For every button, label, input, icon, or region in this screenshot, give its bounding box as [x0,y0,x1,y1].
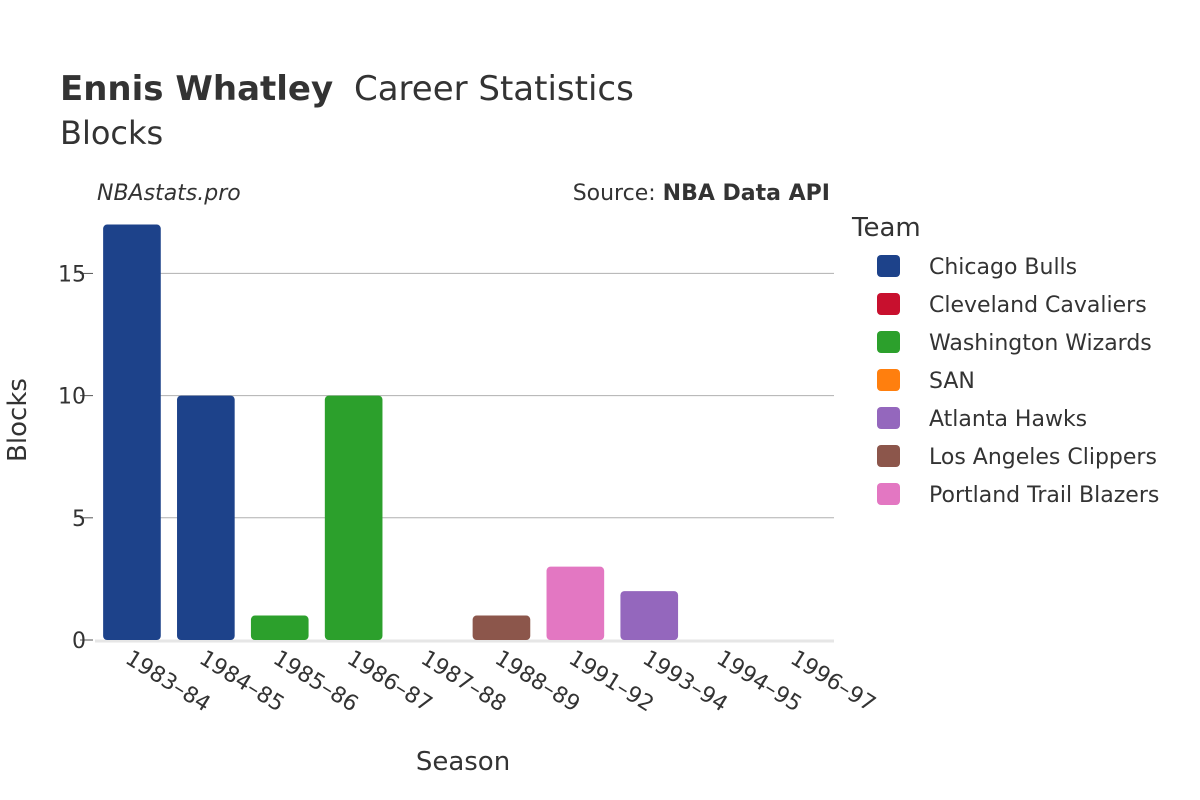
legend-swatch [877,255,900,277]
y-tick-label: 5 [72,507,86,532]
bar [103,224,161,640]
legend-swatch [877,331,900,353]
source-name: NBA Data API [663,181,830,206]
bars [103,224,679,640]
legend-label: Cleveland Cavaliers [929,293,1147,318]
legend-swatch [877,407,900,429]
legend-label: Portland Trail Blazers [929,483,1159,508]
legend-label: Atlanta Hawks [929,407,1087,432]
y-tick-label: 15 [58,262,86,287]
bar [620,591,679,640]
bar [324,395,383,640]
bar [546,566,605,640]
source-credit: Source: NBA Data API [573,181,830,206]
y-axis-ticks: 0 5 10 15 [58,262,93,654]
legend-label: Chicago Bulls [929,255,1077,280]
bar [250,615,309,640]
y-axis-title: Blocks [3,378,33,462]
y-tick-label: 10 [58,385,86,410]
y-tick-label: 0 [72,629,86,654]
legend-swatch [877,445,900,467]
legend: Chicago Bulls Cleveland Cavaliers Washingt… [877,255,1159,508]
grid [95,272,834,643]
legend-swatch [877,293,900,315]
bar [472,615,531,640]
legend-label: Washington Wizards [929,331,1152,356]
x-axis-ticks: 1983–841984–851985–861986–871987–881988–… [121,646,880,718]
chart-title-rest: Career Statistics [354,69,634,109]
site-credit: NBAstats.pro [97,181,241,206]
legend-swatch [877,483,900,505]
legend-swatch [877,369,900,391]
legend-label: SAN [929,369,975,394]
legend-title: Team [851,213,921,243]
legend-label: Los Angeles Clippers [929,445,1157,470]
chart-title-name: Ennis Whatley [60,69,333,109]
x-axis-title: Season [416,747,510,777]
bar [177,395,235,640]
source-prefix: Source: [573,181,663,206]
chart-subtitle: Blocks [60,114,163,152]
chart-title: Ennis Whatley Career Statistics [60,69,634,109]
x-tick-label: 1996–97 [786,646,880,718]
